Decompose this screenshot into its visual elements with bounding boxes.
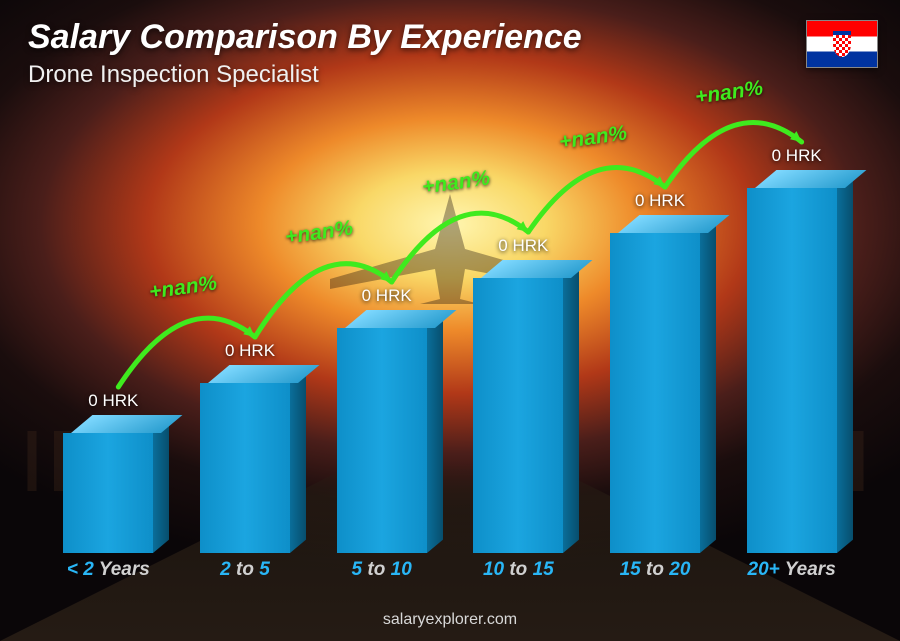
chart-area: 0 HRK< 2 Years0 HRK2 to 5+nan%0 HRK5 to … bbox=[40, 119, 860, 579]
bar-group: 0 HRK 20+ Years bbox=[737, 119, 847, 579]
bar-value-label: 0 HRK bbox=[635, 191, 685, 211]
bar-value-label: 0 HRK bbox=[225, 341, 275, 361]
bar-front bbox=[473, 278, 563, 553]
bar-front bbox=[337, 328, 427, 553]
chart-title: Salary Comparison By Experience bbox=[28, 18, 582, 57]
bar-group: 0 HRK 2 to 5 bbox=[190, 119, 300, 579]
bar-group: 0 HRK 15 to 20 bbox=[600, 119, 710, 579]
bar-side bbox=[837, 175, 853, 553]
bar-x-label: < 2 Years bbox=[67, 559, 150, 581]
bar bbox=[337, 328, 427, 553]
chart-container: Salary Comparison By Experience Drone In… bbox=[0, 0, 900, 641]
bar bbox=[610, 233, 700, 553]
bar-x-label: 5 to 10 bbox=[352, 559, 412, 581]
bar bbox=[200, 383, 290, 553]
growth-label: +nan% bbox=[694, 76, 765, 109]
bar-group: 0 HRK < 2 Years bbox=[53, 119, 163, 579]
bar-value-label: 0 HRK bbox=[498, 236, 548, 256]
bar-value-label: 0 HRK bbox=[88, 391, 138, 411]
bar-x-label: 15 to 20 bbox=[620, 559, 691, 581]
bar-front bbox=[200, 383, 290, 553]
bar-x-label: 2 to 5 bbox=[220, 559, 270, 581]
bar bbox=[747, 188, 837, 553]
bar-side bbox=[700, 220, 716, 553]
bar bbox=[473, 278, 563, 553]
bar-side bbox=[563, 265, 579, 553]
bar bbox=[63, 433, 153, 553]
chart-subtitle: Drone Inspection Specialist bbox=[28, 61, 582, 89]
bar-x-label: 10 to 15 bbox=[483, 559, 554, 581]
bar-value-label: 0 HRK bbox=[362, 286, 412, 306]
bar-side bbox=[427, 315, 443, 553]
bar-group: 0 HRK 5 to 10 bbox=[327, 119, 437, 579]
footer-attribution: salaryexplorer.com bbox=[0, 611, 900, 629]
title-block: Salary Comparison By Experience Drone In… bbox=[28, 18, 582, 89]
country-flag-croatia bbox=[806, 20, 878, 68]
bar-front bbox=[747, 188, 837, 553]
bar-x-label: 20+ Years bbox=[748, 559, 836, 581]
bar-front bbox=[63, 433, 153, 553]
bar-front bbox=[610, 233, 700, 553]
bar-value-label: 0 HRK bbox=[772, 146, 822, 166]
bar-side bbox=[153, 420, 169, 553]
bar-side bbox=[290, 370, 306, 553]
